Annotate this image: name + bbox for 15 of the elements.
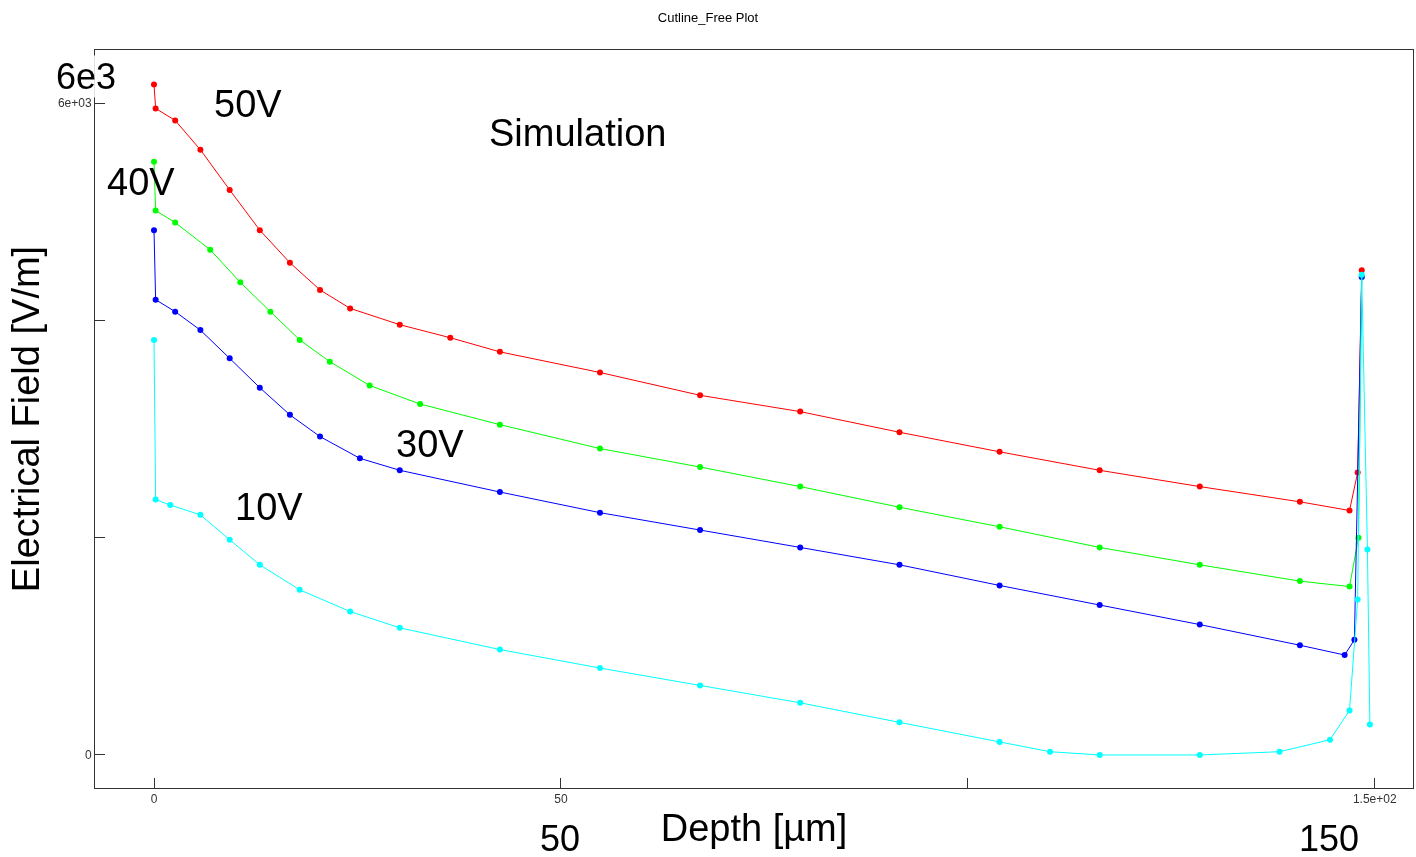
annotation: 40V [107,161,176,203]
x-tick-label: 50 [554,792,568,807]
y-tick-label: 6e+03 [57,96,92,111]
text: 50 [540,818,581,857]
x-axis-title: Depth [µm] [660,806,848,849]
annotation: 6e3 [56,56,117,97]
text: 150 [1299,818,1360,857]
annotation: 30V [396,423,465,465]
annotation: Simulation [489,112,667,154]
x-tick-label: 1.5e+02 [1352,792,1397,807]
chart-title: Cutline_Free Plot [657,9,759,25]
annotation: 10V [235,486,304,528]
y-axis-title: Electrical Field [V/m] [5,245,48,593]
annotation: 50V [214,83,283,125]
x-tick-label: 0 [150,792,158,807]
